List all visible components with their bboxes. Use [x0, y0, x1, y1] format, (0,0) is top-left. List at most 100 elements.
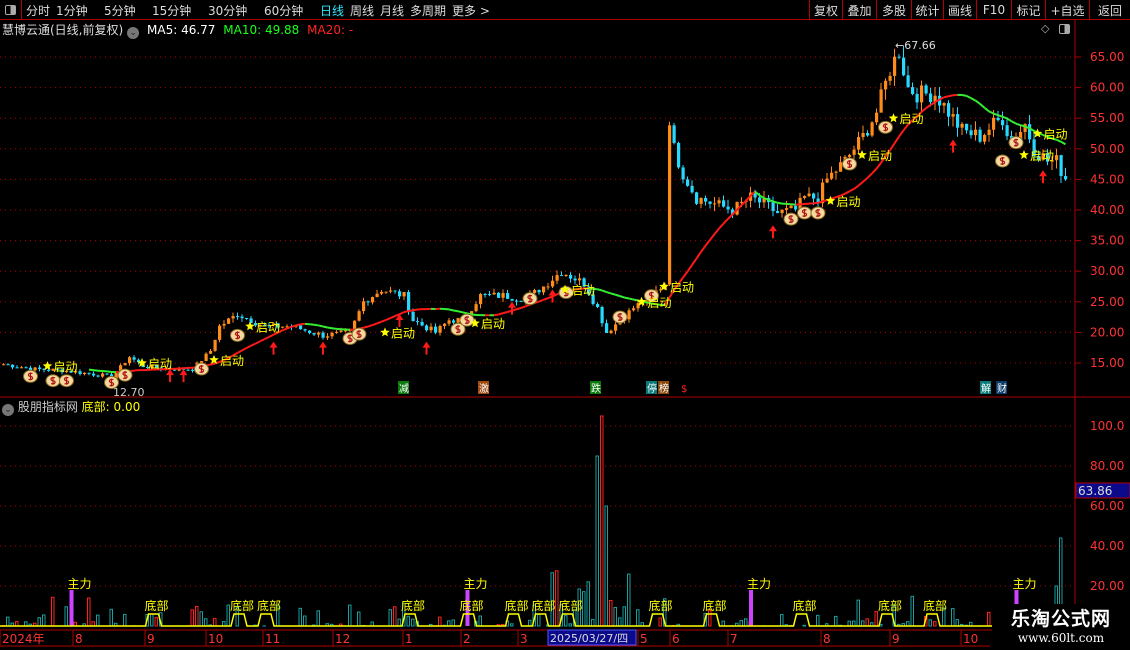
dollar-sign-icon	[882, 123, 889, 132]
indicator-bar	[199, 611, 203, 627]
candle-body	[870, 122, 874, 136]
candle-body	[128, 357, 132, 364]
news-tag: 榜	[659, 382, 669, 395]
bottom-label: 底部	[230, 598, 254, 613]
sidebar-toggle-button[interactable]	[0, 0, 22, 20]
ma-line-segment	[601, 289, 607, 293]
candle-body	[65, 370, 69, 373]
period-10[interactable]: 更多 >	[452, 4, 490, 18]
ma-line-segment	[745, 195, 752, 202]
toolbar-button-7[interactable]: +自选	[1045, 0, 1089, 20]
period-1[interactable]: 1分钟	[56, 4, 88, 18]
ma-line-segment	[884, 149, 891, 158]
indicator-tick-label: 20.00	[1090, 579, 1124, 593]
candle-body	[353, 320, 357, 331]
toolbar-button-8[interactable]: 返回	[1089, 0, 1130, 20]
toolbar-button-2[interactable]: 多股	[876, 0, 911, 20]
ma-line-segment	[543, 297, 549, 301]
period-8[interactable]: 月线	[380, 4, 405, 18]
period-7[interactable]: 周线	[350, 4, 375, 18]
date-cursor-box	[547, 629, 637, 646]
toolbar-button-1[interactable]: 叠加	[842, 0, 876, 20]
chevron-down-icon[interactable]: ⌄	[127, 27, 140, 39]
ma-line-segment	[736, 204, 743, 211]
period-9[interactable]: 多周期	[410, 4, 447, 18]
ma-line-segment	[686, 264, 693, 273]
dollar-sign-icon	[788, 215, 794, 224]
star-icon	[137, 358, 147, 367]
red-up-arrow-icon	[769, 225, 777, 239]
candle-body	[956, 114, 960, 128]
indicator-bar	[123, 613, 127, 627]
candle-body	[929, 93, 933, 103]
candle-body	[191, 369, 195, 371]
candle-body	[429, 326, 433, 331]
candle-body	[987, 129, 991, 135]
indicator-bar	[618, 617, 622, 627]
indicator-bar	[591, 618, 595, 627]
ma-line-segment	[223, 357, 229, 362]
diamond-icon[interactable]: ◇	[1041, 22, 1050, 35]
star-icon	[209, 354, 219, 364]
indicator-bar	[780, 614, 784, 627]
indicator-bar	[627, 573, 631, 627]
candle-body	[474, 304, 478, 312]
ma-line-segment	[327, 326, 333, 330]
candle-body	[776, 211, 780, 214]
ma-line-segment	[493, 313, 499, 317]
period-3[interactable]: 15分钟	[152, 4, 192, 18]
ma-line-segment	[403, 310, 409, 314]
indicator-bar	[190, 609, 194, 627]
indicator-bar	[609, 600, 613, 627]
period-0[interactable]: 分时	[26, 4, 51, 18]
ma-line-segment	[713, 228, 720, 235]
candle-body	[560, 275, 564, 277]
date-label: 12	[335, 632, 350, 646]
candle-body	[389, 290, 393, 292]
ma-line-segment	[722, 218, 729, 225]
panel-toggle-icon[interactable]	[1059, 24, 1070, 34]
watermark: 乐淘公式网 www.60lt.com	[992, 604, 1130, 650]
chevron-down-icon[interactable]: ⌄	[2, 404, 14, 416]
period-6[interactable]: 日线	[320, 4, 345, 18]
indicator-bar	[604, 505, 608, 627]
date-label: 1	[405, 632, 413, 646]
low-price-label: 12.70	[113, 386, 145, 399]
period-2[interactable]: 5分钟	[104, 4, 136, 18]
period-4[interactable]: 30分钟	[208, 4, 248, 18]
ma-line-segment	[925, 104, 932, 109]
toolbar-button-6[interactable]: 标记	[1011, 0, 1045, 20]
indicator-bar	[87, 597, 91, 627]
news-tag-bg	[478, 381, 489, 394]
main-force-label: 主力	[747, 577, 771, 591]
indicator-name[interactable]: 股朋指标网	[17, 400, 78, 414]
period-5[interactable]: 60分钟	[264, 4, 304, 18]
indicator-bar	[51, 596, 55, 627]
dollar-sign-icon	[108, 378, 115, 387]
ma-line-segment	[615, 293, 621, 298]
watermark-title: 乐淘公式网	[1010, 608, 1111, 630]
price-tick-label: 35.00	[1090, 234, 1124, 248]
indicator-bar	[865, 618, 869, 627]
indicator-bar	[42, 614, 46, 627]
ma-line-segment	[655, 303, 661, 306]
toolbar-button-5[interactable]: F10	[976, 0, 1011, 20]
candle-body	[920, 85, 924, 103]
candle-body	[569, 274, 573, 279]
indicator-bar	[478, 615, 482, 627]
toolbar-button-3[interactable]: 统计	[911, 0, 943, 20]
toolbar-button-0[interactable]: 复权	[809, 0, 842, 20]
star-icon	[470, 318, 480, 328]
stock-title[interactable]: 慧博云通(日线,前复权)	[2, 23, 124, 37]
start-signal-label: 启动	[256, 320, 280, 334]
indicator-bar	[204, 618, 208, 627]
toolbar-button-4[interactable]: 画线	[943, 0, 976, 20]
red-up-arrow-icon	[949, 139, 957, 153]
candle-body	[1032, 139, 1036, 157]
candle-body	[690, 185, 694, 193]
candle-body	[479, 294, 483, 305]
candle-body	[227, 318, 231, 324]
ma-line-segment	[1020, 124, 1026, 128]
candle-body	[780, 209, 784, 214]
